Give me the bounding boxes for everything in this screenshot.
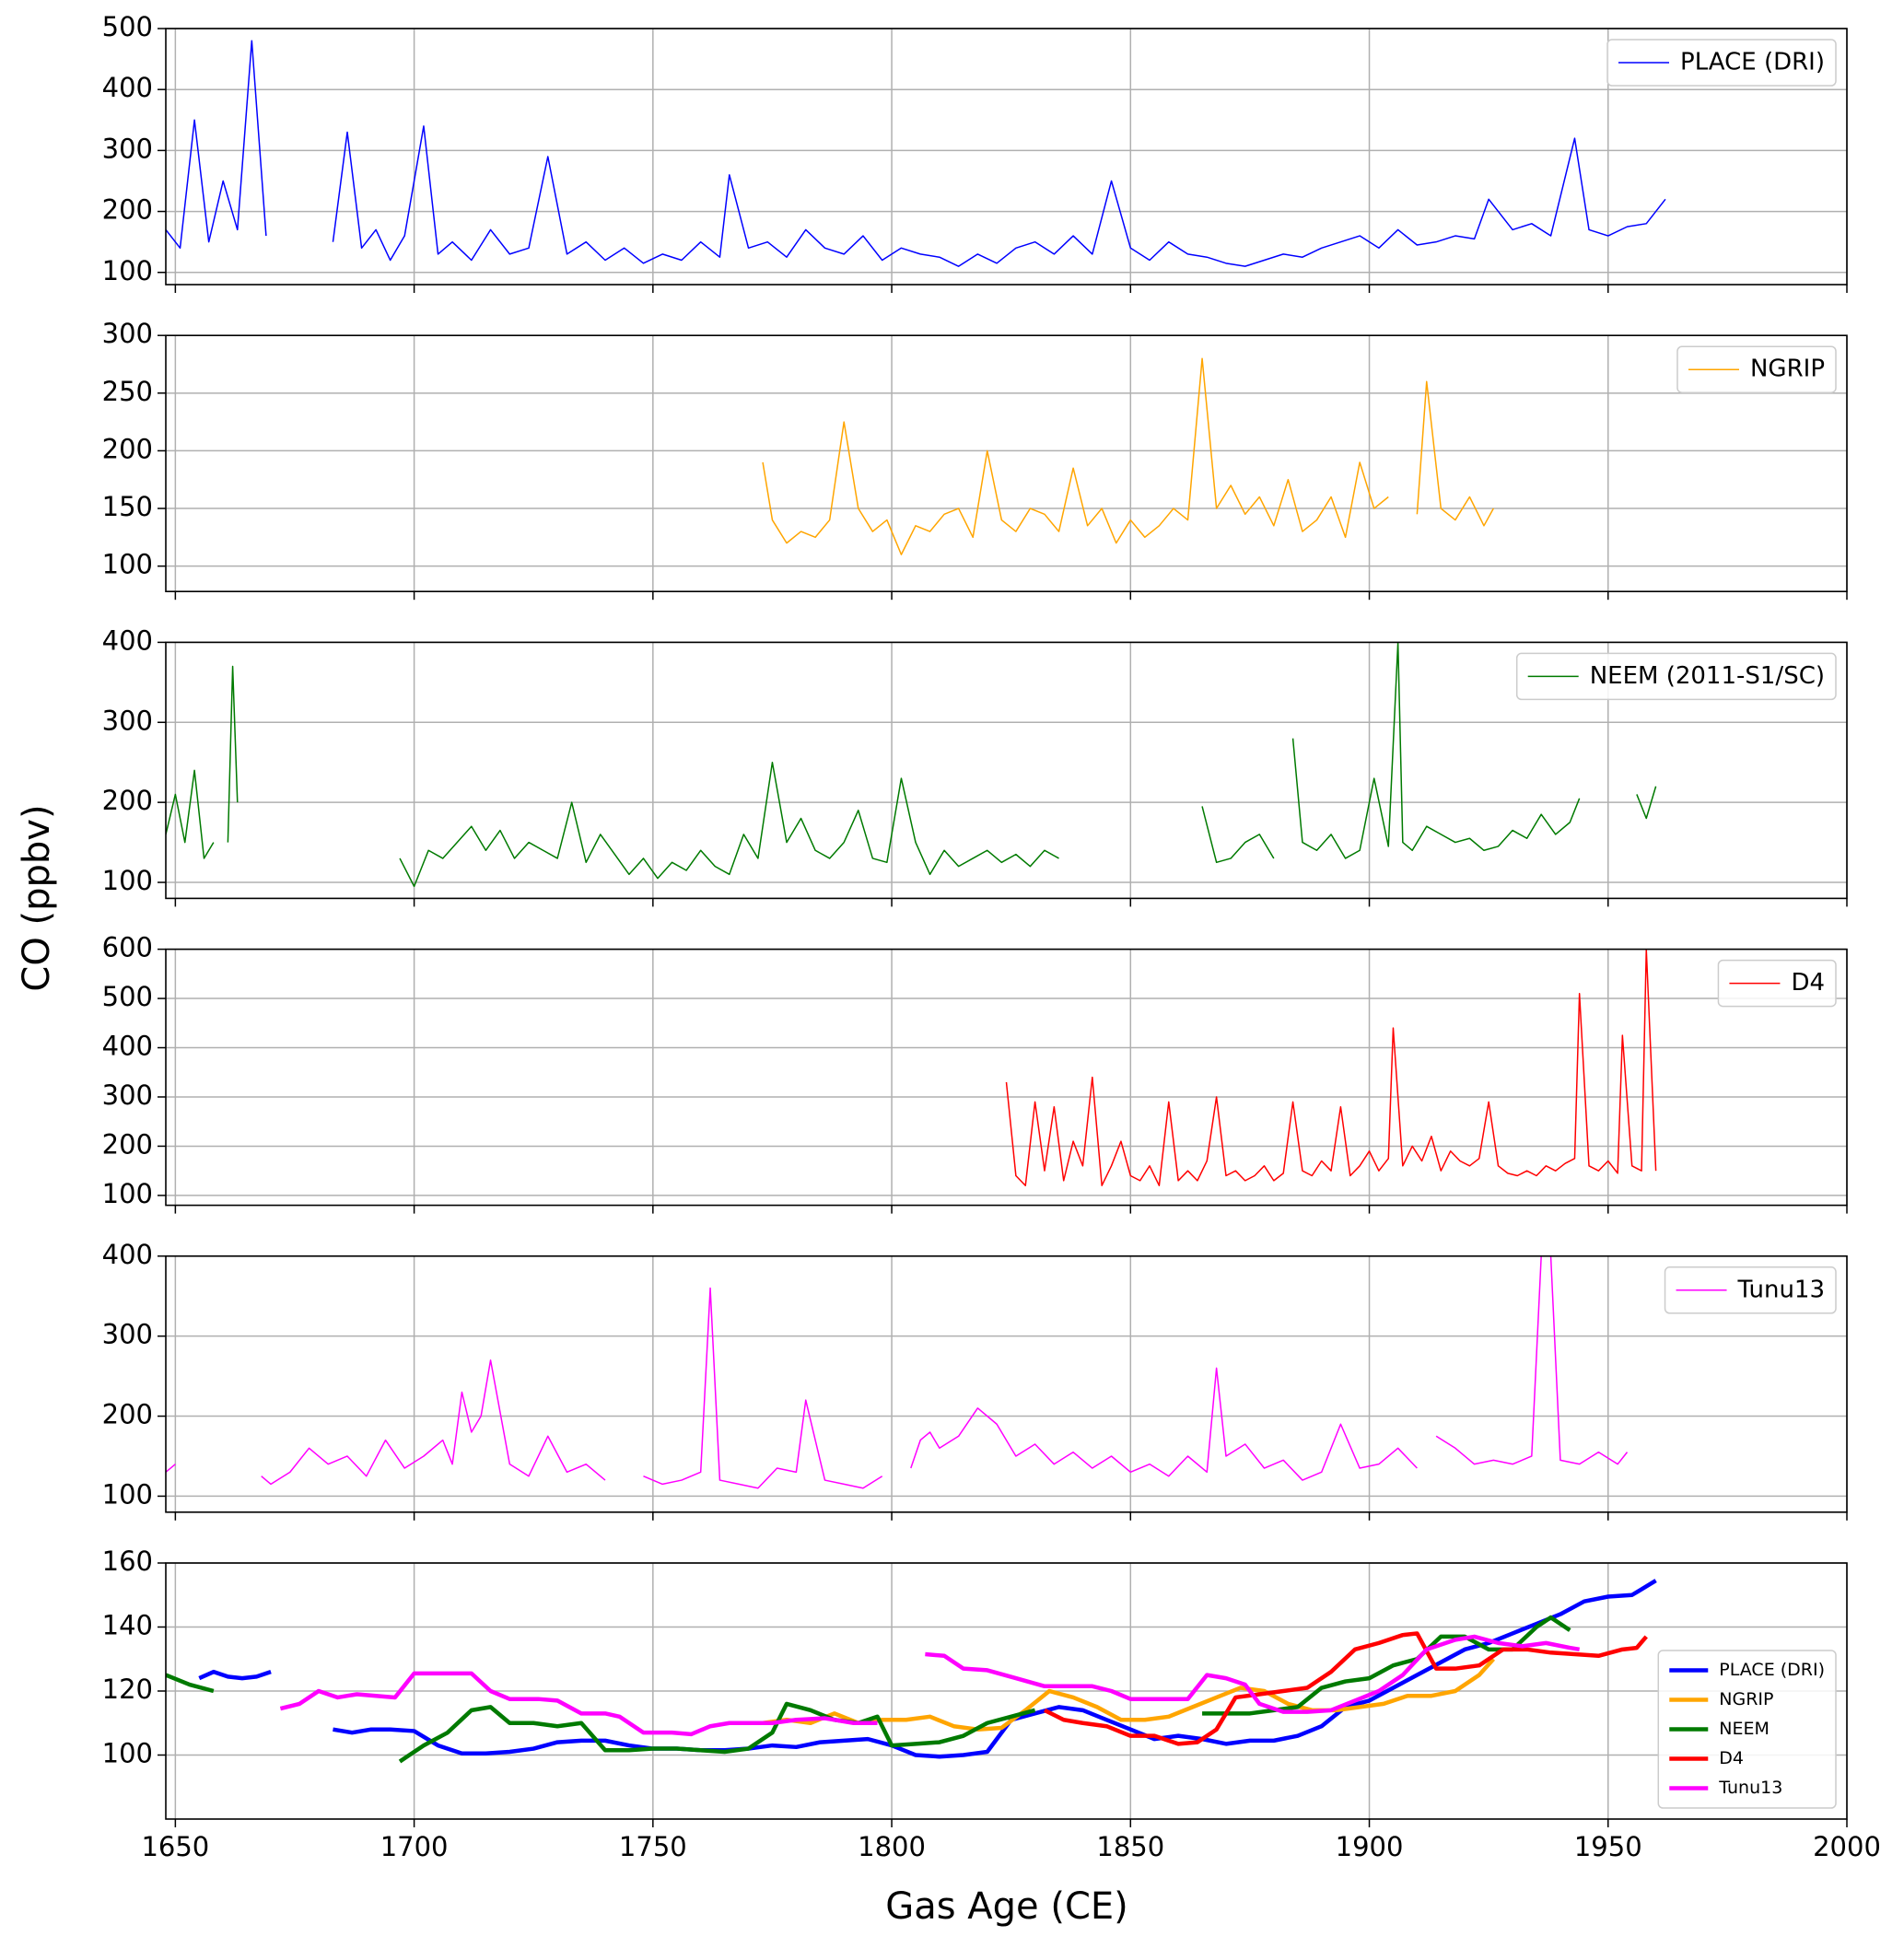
y-tick-label: 400 [102,1239,153,1270]
legend: PLACE (DRI) [1606,39,1837,87]
data-line [762,357,1494,555]
data-line [166,40,1666,267]
y-tick-label: 300 [102,133,153,164]
legend: D4 [1717,959,1837,1008]
y-tick-label: 300 [102,1319,153,1350]
y-tick-label: 200 [102,194,153,226]
y-tick-label: 100 [102,1178,153,1209]
panel: 1650 1700 1750 1800 1850 1900 1950 2000 100 120 14… [102,1546,1881,1862]
plot-lines [166,40,1666,267]
y-tick-label: 200 [102,1128,153,1160]
y-tick-label: 140 [102,1610,153,1641]
y-tick-label: 200 [102,1399,153,1430]
y-tick-label: 100 [102,549,153,580]
data-line [279,1634,1581,1737]
legend-label: NGRIP [1719,1689,1773,1709]
legend-label: NEEM (2011-S1/SC) [1590,662,1825,690]
panel: 100 200 300 400 500 PLACE (DRI) [102,11,1848,293]
legend: NEEM (2011-S1/SC) [1515,652,1837,701]
legend: NGRIP [1676,345,1837,393]
y-tick-label: 150 [102,491,153,522]
legend-label: D4 [1719,1748,1744,1768]
data-line [166,1255,1629,1489]
y-tick-label: 400 [102,624,153,656]
y-tick-label: 300 [102,1079,153,1111]
legend: Tunu13 [1664,1266,1837,1314]
plot-lines [166,642,1657,888]
plot-frame [165,641,1848,900]
plot-frame [165,1562,1848,1820]
x-tick-label: 1850 [1096,1831,1164,1862]
legend-label: D4 [1791,969,1825,997]
legend-label: Tunu13 [1718,1778,1782,1798]
plot-frame [165,1255,1848,1513]
plot-lines [762,357,1494,555]
plot-frame [165,948,1848,1207]
x-tick-label: 1950 [1574,1831,1642,1862]
data-line [166,642,1657,888]
x-tick-label: 2000 [1813,1831,1881,1862]
data-line [1043,1631,1648,1746]
legend-label: PLACE (DRI) [1680,49,1825,76]
legend-box [1676,345,1837,393]
data-line [1005,949,1657,1186]
legend-box [1515,652,1837,701]
y-tick-label: 500 [102,11,153,42]
panel: 100 200 300 400 NEEM (2011-S1/SC) [102,624,1848,907]
y-tick-label: 120 [102,1674,153,1705]
y-tick-label: 200 [102,433,153,464]
plot-frame [165,334,1848,593]
x-tick-label: 1650 [141,1831,209,1862]
panel: 100 200 300 400 500 600 D4 [102,932,1848,1214]
legend-box [1657,1650,1837,1809]
x-tick-label: 1900 [1336,1831,1404,1862]
legend-box [1664,1266,1837,1314]
plot-lines [166,1255,1629,1489]
y-tick-label: 100 [102,1738,153,1769]
y-tick-label: 100 [102,255,153,286]
panel: 100 200 300 400 Tunu13 [102,1239,1848,1521]
y-axis-label: CO (ppbv) [16,804,58,991]
y-tick-label: 400 [102,1031,153,1062]
plot-lines [1005,949,1657,1186]
legend-box [1606,39,1837,87]
legend: PLACE (DRI) NGRIP NEEM D4 Tunu13 [1657,1650,1837,1809]
legend-label: NGRIP [1750,356,1825,383]
panel: 100 150 200 250 300 NGRIP [102,318,1848,601]
x-axis-label: Gas Age (CE) [885,1885,1128,1928]
data-line [762,1657,1496,1732]
y-tick-label: 160 [102,1546,153,1577]
data-line [166,1615,1571,1764]
x-tick-label: 1750 [619,1831,687,1862]
plot-lines [166,1579,1657,1764]
y-tick-label: 500 [102,981,153,1012]
y-tick-label: 300 [102,318,153,349]
y-tick-label: 400 [102,72,153,103]
y-tick-label: 100 [102,865,153,896]
y-tick-label: 100 [102,1478,153,1510]
legend-label: NEEM [1719,1719,1770,1739]
y-tick-label: 200 [102,785,153,816]
legend-label: Tunu13 [1737,1276,1825,1303]
y-tick-label: 250 [102,376,153,407]
y-tick-label: 300 [102,705,153,736]
y-tick-label: 600 [102,932,153,963]
legend-label: PLACE (DRI) [1719,1660,1825,1680]
x-tick-label: 1800 [858,1831,926,1862]
plot-frame [165,28,1848,286]
x-tick-label: 1700 [380,1831,449,1862]
